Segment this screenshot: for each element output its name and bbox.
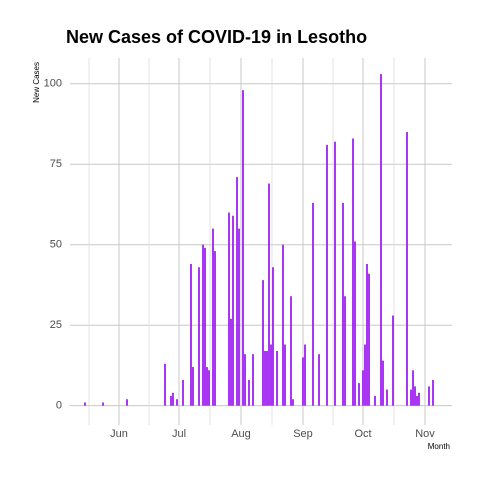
bar [366, 264, 368, 406]
bar [406, 132, 408, 406]
bar [182, 379, 184, 406]
bar [282, 244, 284, 406]
y-tick-label: 50 [50, 239, 62, 251]
bar [252, 354, 254, 406]
x-tick-label: Aug [231, 428, 251, 440]
bar [198, 267, 200, 406]
bar [284, 344, 286, 406]
x-tick-label: Sep [293, 428, 313, 440]
bar [248, 379, 250, 406]
chart-title: New Cases of COVID-19 in Lesotho [66, 27, 367, 47]
bar [342, 202, 344, 406]
bar [170, 396, 172, 406]
bar [172, 392, 174, 406]
bar [238, 228, 240, 406]
bar [270, 344, 272, 406]
bar [266, 350, 268, 406]
bar [126, 399, 128, 406]
bar [326, 144, 328, 406]
x-tick-label: Nov [415, 428, 435, 440]
bar [276, 350, 278, 406]
bar [354, 241, 356, 406]
x-tick-label: Oct [354, 428, 371, 440]
bar [432, 379, 434, 406]
x-tick-label: Jun [110, 428, 128, 440]
bar [228, 212, 230, 406]
x-tick-label: Jul [172, 428, 186, 440]
bar [382, 360, 384, 406]
bar [302, 357, 304, 406]
bar [230, 318, 232, 406]
bar [264, 350, 266, 406]
bar [368, 273, 370, 406]
bar [380, 74, 382, 406]
bar [244, 354, 246, 406]
bar [214, 251, 216, 406]
bar [268, 183, 270, 406]
bar [272, 267, 274, 406]
y-tick-label: 0 [56, 400, 62, 412]
bar [304, 344, 306, 406]
bar [352, 138, 354, 406]
bar [364, 344, 366, 406]
bar [362, 370, 364, 406]
bar [414, 386, 416, 406]
bar [392, 315, 394, 406]
y-tick-label: 100 [44, 78, 62, 90]
bar [262, 280, 264, 406]
bar [192, 367, 194, 406]
bar [410, 389, 412, 406]
bar [232, 215, 234, 406]
y-axis-label: New Cases [32, 62, 41, 103]
bar [164, 363, 166, 406]
x-axis-label: Month [428, 442, 450, 451]
bar [204, 247, 206, 406]
bar [242, 90, 244, 406]
y-tick-label: 25 [50, 319, 62, 331]
bar [290, 296, 292, 406]
bar [202, 244, 204, 406]
bar [418, 392, 420, 406]
bar [344, 296, 346, 406]
bar [412, 370, 414, 406]
bar [208, 370, 210, 406]
bar [334, 141, 336, 406]
y-tick-label: 75 [50, 158, 62, 170]
bar [318, 354, 320, 406]
bar [176, 399, 178, 406]
bar [312, 202, 314, 406]
bar [358, 383, 360, 406]
bar [416, 396, 418, 406]
bar [236, 177, 238, 406]
bar [212, 228, 214, 406]
bar [84, 402, 86, 406]
bar [206, 367, 208, 406]
bar [374, 396, 376, 406]
bar [102, 402, 104, 406]
bar [190, 264, 192, 406]
bar [292, 399, 294, 406]
bar [386, 389, 388, 406]
bar [428, 386, 430, 406]
